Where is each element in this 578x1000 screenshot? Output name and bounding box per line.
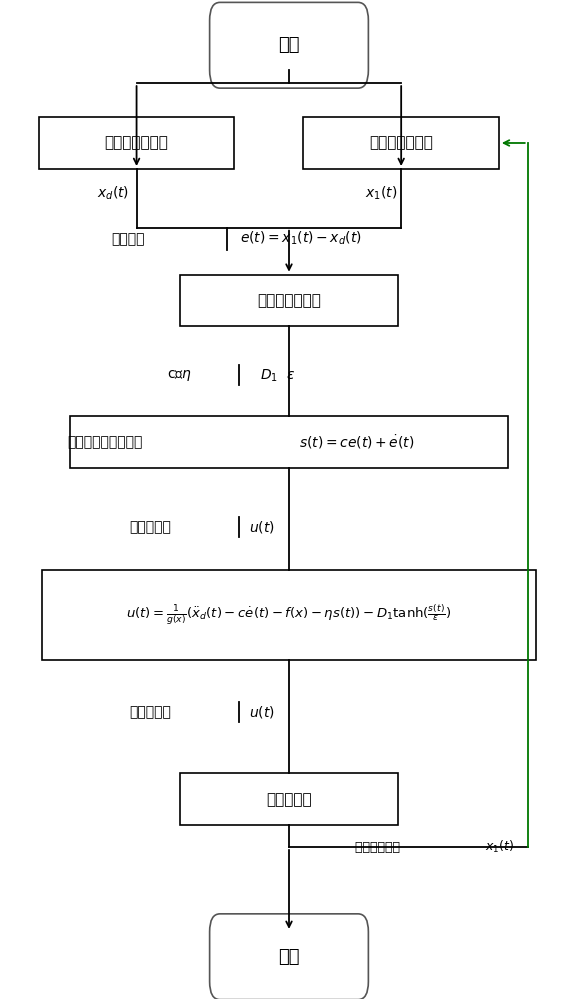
Text: 产生控制量: 产生控制量 [129,520,171,534]
Text: $x_d(t)$: $x_d(t)$ [98,184,129,202]
FancyBboxPatch shape [42,570,536,660]
Text: $u(t)=\frac{1}{g(x)}(\ddot{x}_d(t)-c\dot{e}(t)-f(x)-\eta s(t))-D_1\tanh(\frac{s(: $u(t)=\frac{1}{g(x)}(\ddot{x}_d(t)-c\dot… [127,602,451,627]
Text: $e(t)=x_1(t)-x_d(t)$: $e(t)=x_1(t)-x_d(t)$ [240,230,361,247]
Text: $x_1(t)$: $x_1(t)$ [484,839,514,855]
Text: 相对误差: 相对误差 [111,232,144,246]
FancyBboxPatch shape [303,117,499,169]
Text: $u(t)$: $u(t)$ [249,704,275,720]
Text: $D_1$  $\varepsilon$: $D_1$ $\varepsilon$ [260,367,295,384]
Text: 设置控制器参数: 设置控制器参数 [257,293,321,308]
Text: 相对转角实际值: 相对转角实际值 [369,135,433,150]
Text: $s(t)=ce(t)+\dot{e}(t)$: $s(t)=ce(t)+\dot{e}(t)$ [299,433,414,451]
FancyBboxPatch shape [180,275,398,326]
FancyBboxPatch shape [39,117,234,169]
FancyBboxPatch shape [210,2,368,88]
Text: 发电机转子: 发电机转子 [266,792,312,807]
Text: 开始: 开始 [278,36,300,54]
Text: 计算滑模面运动状态: 计算滑模面运动状态 [67,435,143,449]
Text: $u(t)$: $u(t)$ [249,519,275,535]
Text: 输出当前转角: 输出当前转角 [355,841,404,854]
FancyBboxPatch shape [210,914,368,1000]
Text: 结束: 结束 [278,948,300,966]
Text: c、$\eta$: c、$\eta$ [167,368,192,383]
Text: 输出控制量: 输出控制量 [129,705,171,719]
Text: 相对转角理想值: 相对转角理想值 [105,135,169,150]
FancyBboxPatch shape [71,416,507,468]
Text: $x_1(t)$: $x_1(t)$ [365,184,397,202]
FancyBboxPatch shape [180,773,398,825]
